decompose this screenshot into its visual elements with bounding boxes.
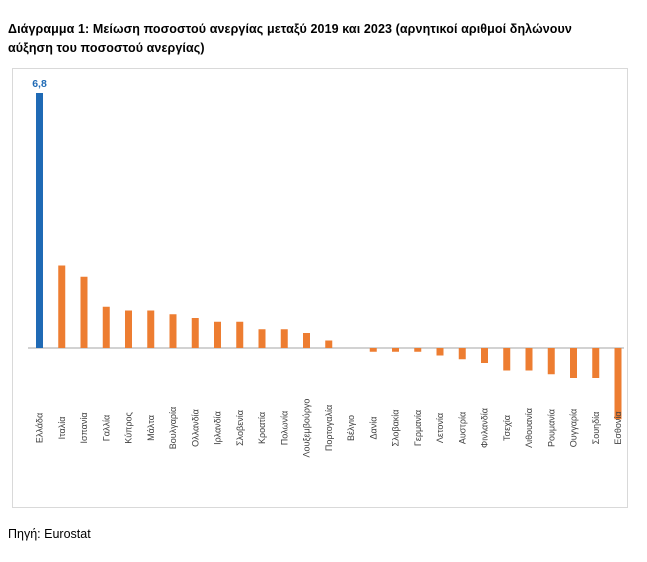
bar-chart: Ελλάδα Ιταλία Ισπανία Γαλλία Κύπρος Μάλτα Βουλ…: [28, 78, 624, 458]
category-label: Εσθονία: [613, 411, 623, 444]
bar-22: [503, 348, 511, 371]
category-label: Δανία: [368, 417, 378, 440]
bar-9: [214, 321, 221, 348]
chart-frame: [12, 68, 628, 508]
category-label: Αυστρία: [457, 412, 467, 444]
category-label: Γερμανία: [413, 410, 423, 446]
bar-24: [547, 348, 555, 375]
category-label: Φινλανδία: [480, 408, 490, 448]
bar-2: [58, 265, 66, 348]
category-label: Ελλάδα: [35, 413, 45, 443]
category-label: Βουλγαρία: [168, 407, 178, 449]
chart-title: Διάγραμμα 1: Μείωση ποσοστού ανεργίας με…: [8, 22, 572, 55]
category-label: Βέλγιο: [346, 415, 356, 441]
bar-14: [325, 340, 333, 348]
bar-11: [258, 329, 266, 348]
bar-26: [592, 348, 600, 378]
bar-25: [570, 348, 577, 378]
bar-13: [303, 333, 310, 348]
category-label: Πορτογαλία: [324, 405, 334, 451]
bar-6: [147, 310, 155, 348]
bar-12: [280, 329, 288, 348]
bar-8: [191, 318, 199, 348]
bar-21: [481, 348, 488, 363]
bar-1: [36, 93, 43, 348]
category-label: Ρουμανία: [546, 409, 556, 447]
bar-17: [392, 348, 399, 352]
bar-18: [414, 348, 422, 352]
category-label: Ουγγαρία: [569, 409, 579, 447]
bar-20: [458, 348, 466, 360]
category-label: Κροατία: [257, 412, 267, 444]
data-label: 6,8: [32, 78, 47, 90]
category-label: Ιταλία: [57, 417, 67, 440]
category-label: Λετονία: [435, 413, 445, 443]
bar-7: [169, 314, 177, 348]
bar-4: [102, 306, 110, 348]
category-label: Σουηδία: [591, 412, 601, 445]
bar-19: [436, 348, 444, 356]
category-label: Λιθουανία: [524, 408, 534, 448]
bar-3: [80, 276, 88, 348]
category-label: Σλοβενία: [235, 410, 245, 446]
source-note: Πηγή: Eurostat: [8, 527, 91, 541]
category-label: Ολλανδία: [190, 409, 200, 447]
category-label: Πολωνία: [279, 411, 289, 445]
bar-27: [614, 348, 622, 420]
category-label: Κύπρος: [124, 412, 134, 444]
bar-23: [525, 348, 533, 371]
bar-16: [369, 348, 377, 352]
bar-10: [236, 321, 244, 348]
category-label: Σλοβακία: [391, 409, 401, 446]
bar-5: [125, 310, 132, 348]
category-label: Γαλλία: [101, 415, 111, 441]
category-label: Τσεχία: [502, 415, 512, 441]
category-label: Ισπανία: [79, 412, 89, 443]
category-label: Λουξεμβούργο: [302, 399, 312, 458]
category-label: Ιρλανδία: [213, 411, 223, 445]
category-label: Μάλτα: [146, 415, 156, 441]
